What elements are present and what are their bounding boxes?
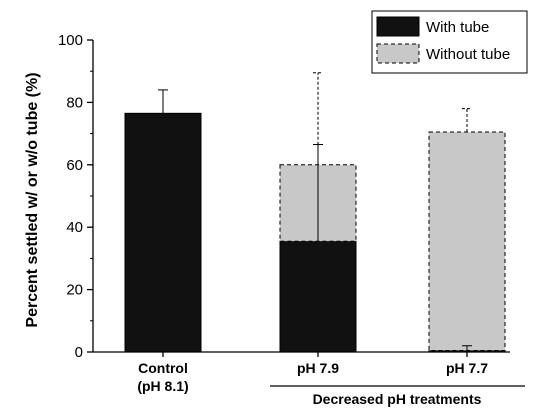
y-tick-label-40: 40	[66, 219, 83, 236]
legend-swatch-0	[376, 16, 420, 37]
y-tick-label-60: 60	[66, 157, 83, 174]
category-label-1: pH 7.9	[297, 360, 339, 376]
treatment-group: Decreased pH treatments	[270, 385, 525, 407]
bar-0-0	[124, 112, 202, 353]
bars	[124, 112, 506, 353]
category-labels: Control (pH 8.1) pH 7.9 pH 7.7	[137, 360, 488, 394]
category-label-0: Control	[138, 360, 188, 376]
y-axis-title: Percent settled w/ or w/o tube (%)	[24, 72, 41, 327]
category-label-2: pH 7.7	[446, 360, 488, 376]
bar-0-1	[279, 240, 357, 353]
legend-label-0: With tube	[426, 19, 489, 36]
group-label: Decreased pH treatments	[313, 391, 482, 407]
y-axis-title-group: Percent settled w/ or w/o tube (%)	[24, 72, 41, 327]
category-sublabel-0: (pH 8.1)	[137, 378, 188, 394]
legend-label-1: Without tube	[426, 46, 510, 63]
y-tick-label-80: 80	[66, 94, 83, 111]
y-tick-label-20: 20	[66, 282, 83, 299]
y-tick-label-100: 100	[58, 32, 83, 49]
y-tick-label-0: 0	[75, 344, 83, 361]
bar-1-2	[428, 131, 506, 351]
legend: With tube Without tube	[371, 10, 528, 74]
error-bars	[158, 72, 472, 351]
legend-swatch-1	[376, 43, 420, 64]
